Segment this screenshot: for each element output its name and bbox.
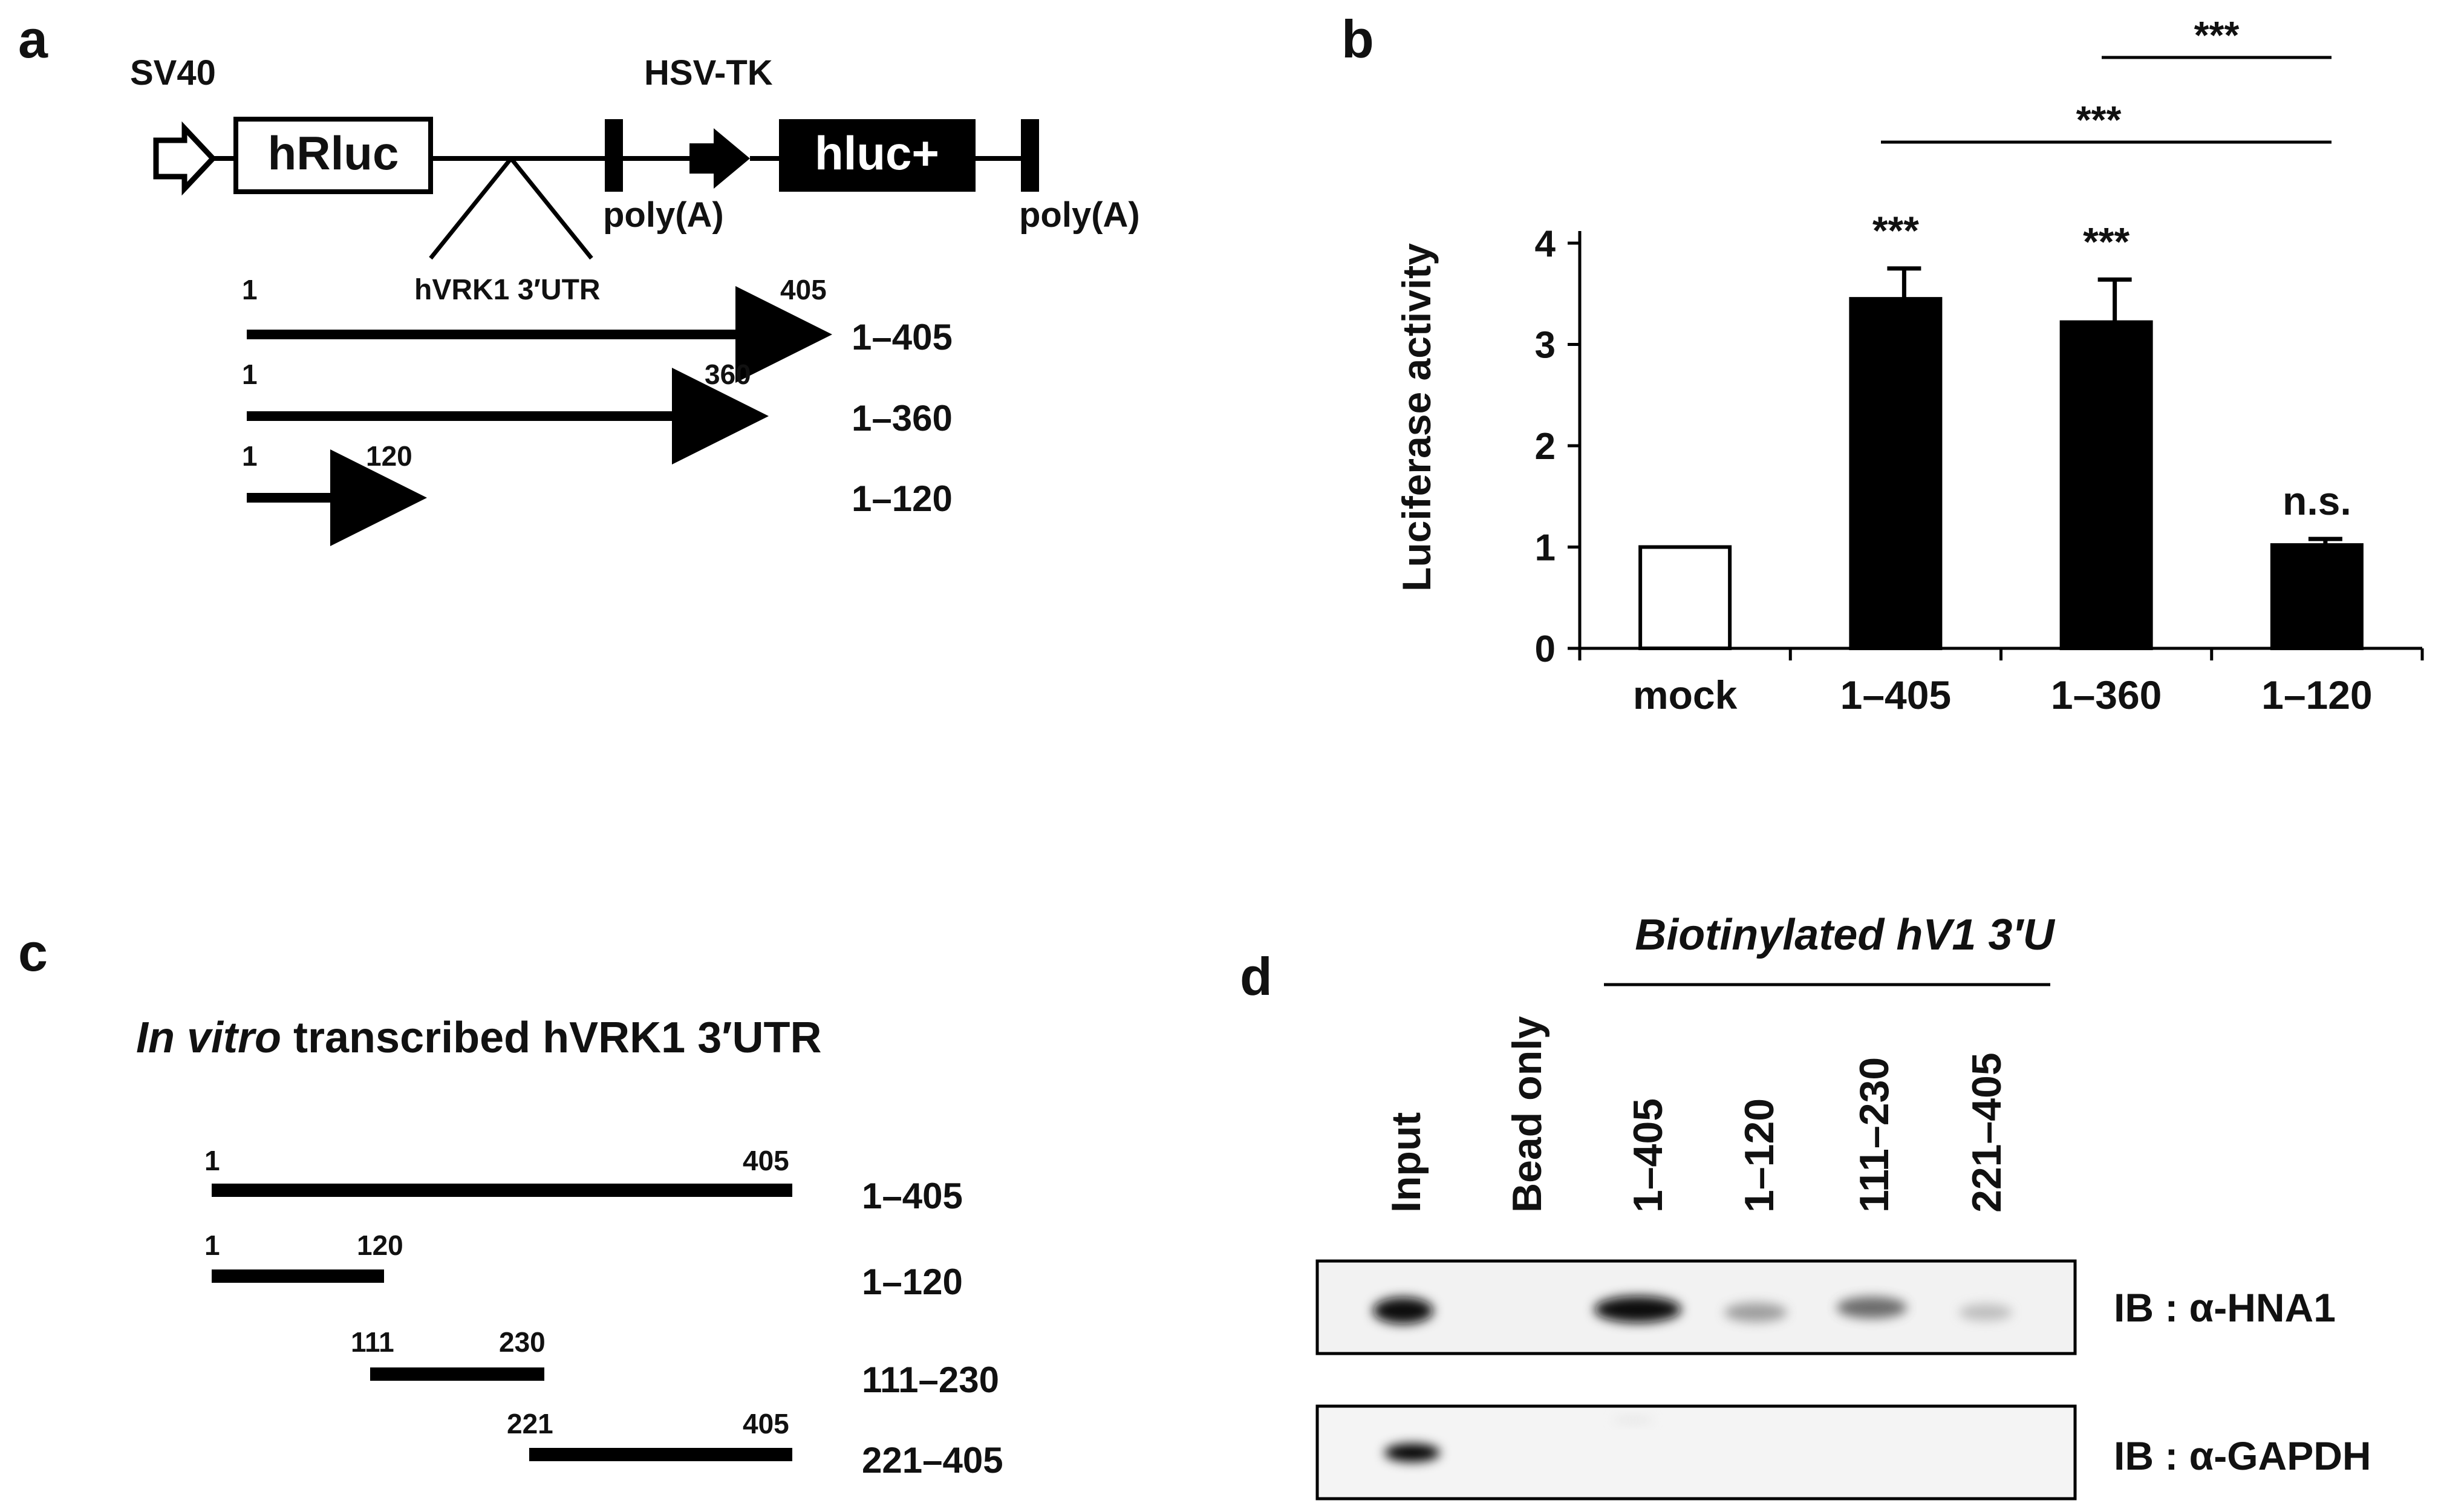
significance-label: n.s. (2283, 478, 2351, 523)
construct-name: 1–360 (852, 398, 953, 438)
significance-label: *** (2083, 219, 2130, 264)
construct-1-360: 1 360 1–360 (242, 359, 953, 464)
fragment-end: 405 (743, 1145, 789, 1176)
band (1959, 1304, 2012, 1321)
fragment-111-230: 111 230 111–230 (351, 1326, 999, 1400)
hsvtk-promoter-arrow-icon (689, 128, 750, 189)
sv40-label: SV40 (130, 53, 216, 93)
band (1612, 1416, 1654, 1424)
panel-c-title-rest: transcribed hVRK1 3′UTR (281, 1014, 821, 1062)
lane-label: 221–405 (1964, 1052, 2010, 1213)
polya-label-1: poly(A) (603, 195, 724, 235)
band (1837, 1297, 1907, 1318)
blot-1-label: IB : α-HNA1 (2114, 1285, 2336, 1330)
insert-site-left-line (429, 157, 513, 260)
construct-start: 1 (242, 274, 258, 305)
panel-c: c In vitro transcribed hVRK1 3′UTR 1 405… (18, 922, 1003, 1481)
blot-frame (1315, 1404, 2077, 1501)
x-tick-label: 1–360 (2051, 673, 2162, 717)
y-tick-label: 0 (1535, 628, 1556, 670)
bar-1–405 (1849, 297, 1943, 650)
lane-label: 1–405 (1625, 1098, 1671, 1213)
y-tick-label: 3 (1535, 325, 1556, 367)
fragment-1-405: 1 405 1–405 (204, 1145, 963, 1216)
band (1724, 1303, 1787, 1322)
panel-b: b Luciferase activity 0 1 2 3 4 mock 1–405 *** 1… (1341, 9, 2424, 717)
fragment-end: 405 (743, 1408, 789, 1439)
fragment-1-120: 1 120 1–120 (204, 1230, 963, 1302)
fragment-name: 221–405 (862, 1440, 1003, 1481)
construct-name: 1–405 (852, 317, 953, 357)
band (1384, 1444, 1440, 1462)
construct-end: 120 (366, 440, 412, 472)
lane-label: Input (1383, 1112, 1429, 1213)
panel-c-title-italic: In vitro (136, 1014, 281, 1062)
y-tick-label: 1 (1535, 527, 1556, 569)
sv40-promoter-arrow-icon (153, 121, 217, 196)
hsvtk-label: HSV-TK (644, 53, 773, 93)
band (1373, 1297, 1433, 1324)
blot-frame (1315, 1259, 2077, 1355)
construct-1-120: 1 120 1–120 (242, 440, 953, 546)
panel-d: d Biotinylated hV1 3′U Input Bead only 1… (1240, 911, 2371, 1501)
construct-end: 405 (780, 274, 827, 305)
panel-a: a SV40 HSV-TK hRluc hluc+ poly(A) poly(A… (18, 9, 1140, 546)
y-axis-label: Luciferase activity (1394, 243, 1439, 591)
panel-b-letter: b (1341, 9, 1374, 69)
western-blot-gapdh (1315, 1404, 2077, 1501)
lane-label: 111–230 (1851, 1057, 1897, 1213)
fragment-start: 1 (204, 1145, 220, 1176)
fragment-221-405: 221 405 221–405 (507, 1408, 1003, 1481)
fragment-name: 111–230 (862, 1360, 999, 1400)
panel-a-letter: a (18, 9, 48, 69)
hluc-label: hluc+ (815, 126, 939, 180)
construct-name: 1–120 (852, 478, 953, 519)
bar-1–120 (2270, 543, 2364, 651)
construct-start: 1 (242, 359, 258, 390)
biotinylated-group-label: Biotinylated hV1 3′U (1635, 911, 2055, 959)
significance-stars: *** (2194, 13, 2240, 57)
bar-1–360 (2059, 320, 2153, 650)
fragment-start: 111 (351, 1326, 394, 1358)
fragment-start: 221 (507, 1408, 553, 1439)
band (1594, 1296, 1681, 1323)
panel-c-title: In vitro transcribed hVRK1 3′UTR (136, 1014, 821, 1062)
hluc-box (779, 119, 976, 192)
construct-start: 1 (242, 440, 258, 472)
significance-label: *** (1872, 208, 1919, 253)
significance-stars: *** (2076, 98, 2122, 142)
lane-label: 1–120 (1736, 1098, 1782, 1213)
bar-mock (1638, 545, 1732, 650)
fragment-end: 230 (499, 1326, 546, 1358)
construct-1-405: 1 405 1–405 (242, 274, 953, 383)
insert-site-right-line (509, 157, 593, 260)
x-tick-label: 1–405 (1840, 673, 1952, 717)
luciferase-bar-chart: 0 1 2 3 4 mock 1–405 *** 1–360 *** 1–120 n.s. (1535, 208, 2424, 717)
fragment-name: 1–120 (862, 1262, 963, 1302)
panel-d-letter: d (1240, 947, 1273, 1006)
polya-block (1021, 119, 1039, 192)
polya-label-2: poly(A) (1019, 195, 1140, 235)
insert-label: hVRK1 3′UTR (414, 274, 601, 306)
blot-2-label: IB : α-GAPDH (2114, 1433, 2371, 1478)
polya-block (605, 119, 623, 192)
hrluc-label: hRluc (268, 126, 399, 180)
western-blot-hna1 (1315, 1259, 2077, 1355)
y-tick-label: 2 (1535, 426, 1556, 468)
fragment-start: 1 (204, 1230, 220, 1261)
fragment-end: 120 (357, 1230, 403, 1261)
x-tick-label: 1–120 (2261, 673, 2373, 717)
panel-c-letter: c (18, 922, 48, 982)
y-tick-label: 4 (1535, 223, 1556, 265)
x-tick-label: mock (1633, 673, 1738, 717)
construct-end: 360 (705, 359, 751, 390)
fragment-name: 1–405 (862, 1176, 963, 1216)
lane-label: Bead only (1504, 1016, 1550, 1213)
hrluc-box (233, 117, 433, 194)
